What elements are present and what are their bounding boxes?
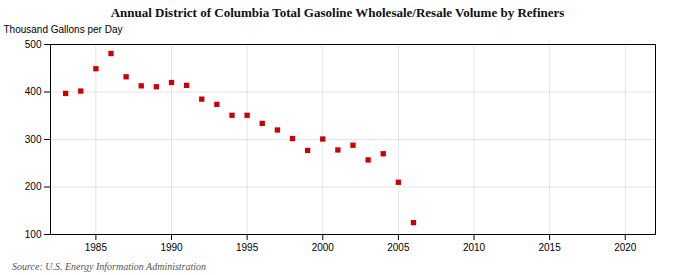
svg-text:500: 500	[25, 39, 42, 50]
svg-text:100: 100	[25, 229, 42, 240]
svg-text:Thousand Gallons per Day: Thousand Gallons per Day	[4, 24, 123, 35]
svg-text:300: 300	[25, 134, 42, 145]
svg-text:1995: 1995	[236, 242, 259, 253]
svg-text:400: 400	[25, 86, 42, 97]
html-text:Source: U.S. Energy Informatio: Source: U.S. Energy Information Administ…	[12, 261, 207, 272]
svg-text:2010: 2010	[463, 242, 486, 253]
svg-text:200: 200	[25, 181, 42, 192]
svg-text:2015: 2015	[539, 242, 562, 253]
svg-text:1985: 1985	[85, 242, 108, 253]
svg-text:2005: 2005	[387, 242, 410, 253]
svg-text:2000: 2000	[312, 242, 335, 253]
svg-text:2020: 2020	[614, 242, 637, 253]
svg-text:1990: 1990	[160, 242, 183, 253]
html-text:Annual District of Columbia To: Annual District of Columbia Total Gasoli…	[110, 5, 565, 20]
